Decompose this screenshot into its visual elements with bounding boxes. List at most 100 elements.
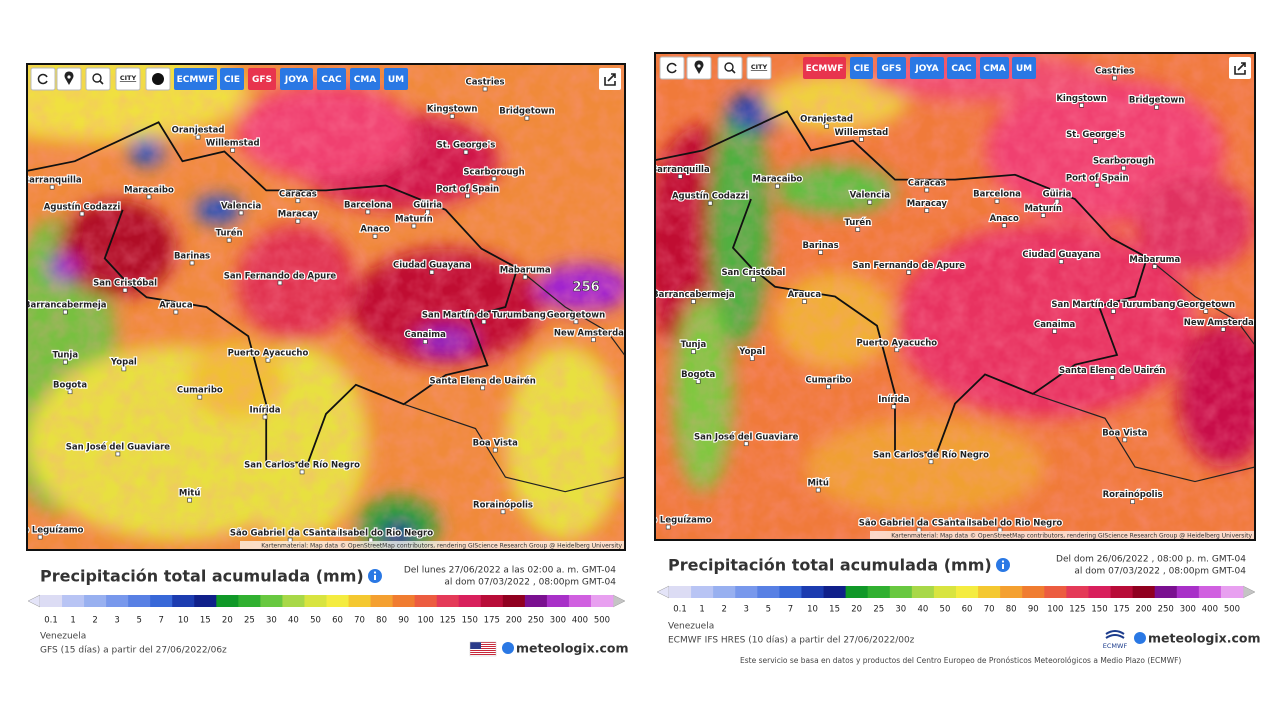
scale-swatch (458, 595, 482, 607)
city-label: Canaima (405, 330, 447, 340)
model-button-label[interactable]: CIE (853, 64, 869, 74)
city-marker (815, 487, 821, 493)
city-marker (429, 269, 435, 275)
city-marker (238, 210, 244, 216)
city-marker (411, 223, 417, 229)
model-button[interactable] (1012, 57, 1036, 79)
scale-label: 175 (1113, 605, 1129, 615)
model-button[interactable] (803, 57, 846, 79)
attribution: Kartenmaterial: Map data © OpenStreetMap… (261, 543, 622, 550)
tool-button[interactable] (85, 67, 111, 91)
attribution-bg (240, 541, 625, 550)
scale-swatch (1000, 586, 1023, 598)
model-button-label[interactable]: CAC (951, 64, 972, 74)
city-label: Santa Isabel do Rio Negro (309, 528, 434, 538)
model-button[interactable] (248, 68, 276, 90)
model-button[interactable] (980, 57, 1009, 79)
city-marker (425, 209, 430, 215)
city-label: Boa Vista (1102, 428, 1147, 438)
model-button-label[interactable]: GFS (252, 75, 272, 85)
model-run: GFS (15 días) a partir del 27/06/2022/06… (40, 646, 227, 656)
dot-toggle (152, 73, 164, 85)
region: Venezuela (40, 632, 86, 642)
model-button[interactable] (877, 57, 906, 79)
pin-hole (697, 64, 701, 68)
city-label: Inírida (249, 406, 280, 416)
brand-logo (1134, 632, 1146, 644)
city-label: Santa Elena de Uairén (1059, 365, 1165, 376)
model-button-label[interactable]: GFS (881, 64, 901, 74)
city-marker (1220, 327, 1226, 332)
info-glyph (374, 575, 376, 580)
scale-swatch (1132, 586, 1156, 598)
scale-swatch (779, 586, 802, 598)
model-button[interactable] (947, 57, 976, 79)
city-label: Santa Isabel do Rio Negro (938, 518, 1063, 528)
city-marker (372, 233, 378, 239)
model-button-label[interactable]: CMA (354, 75, 377, 85)
city-label: Valencia (850, 191, 891, 201)
city-label: Arauca (788, 290, 822, 300)
tool-button[interactable] (746, 56, 772, 80)
scale-arrow-left (27, 594, 41, 608)
scale-label: 90 (398, 616, 409, 626)
model-button[interactable] (220, 68, 244, 90)
scale-swatch (84, 595, 107, 607)
city-marker (1040, 213, 1046, 218)
model-button-label[interactable]: CIE (224, 75, 240, 85)
city-label: San Cristóbal (721, 267, 785, 278)
model-button-label[interactable]: UM (388, 75, 404, 85)
tool-button[interactable] (717, 56, 743, 80)
city-marker (891, 404, 897, 410)
scale-label: 200 (506, 616, 522, 626)
scale-swatch (106, 595, 129, 607)
city-label: Puerto Ayacucho (856, 338, 937, 348)
model-button-label[interactable]: UM (1016, 64, 1032, 74)
city-label: Port of Spain (436, 184, 499, 194)
city-label: St. George's (437, 141, 496, 151)
city-label: Puerto Ayacucho (228, 349, 309, 359)
flag-stripe (470, 644, 496, 645)
city-marker (422, 339, 428, 345)
model-button-label[interactable]: JOYA (914, 64, 938, 74)
city-marker (1203, 308, 1209, 314)
model-button[interactable] (317, 68, 346, 90)
city-label: Bogota (53, 380, 87, 390)
model-button[interactable] (384, 68, 408, 90)
scale-swatch (691, 586, 714, 598)
model-button[interactable] (280, 68, 313, 90)
city-marker (695, 379, 701, 384)
info-glyph (1002, 564, 1004, 569)
scale-label: 15 (200, 616, 211, 626)
scale-label: 5 (136, 616, 141, 626)
tool-button[interactable] (115, 67, 141, 91)
model-button-label[interactable]: JOYA (284, 75, 308, 85)
map-frame (654, 52, 1256, 541)
model-button-label[interactable]: ECMWF (177, 75, 215, 85)
scale-swatch (1044, 586, 1067, 598)
flag-canton (470, 642, 481, 649)
tool-button[interactable] (659, 56, 685, 80)
model-button[interactable] (350, 68, 380, 90)
city-label: Turén (216, 228, 243, 239)
city-marker (299, 469, 305, 475)
flag-stripe (470, 652, 496, 653)
zoom-icon (724, 62, 734, 72)
scale-label: 150 (1091, 605, 1107, 615)
tool-button[interactable] (30, 67, 56, 91)
model-button[interactable] (174, 68, 217, 90)
city-label: San Martín de Turumbang (422, 310, 546, 320)
city-label: Barranquilla (23, 176, 82, 186)
scale-swatch (150, 595, 173, 607)
zoom-handle (731, 69, 736, 74)
model-button-label[interactable]: CAC (321, 75, 342, 85)
share-icon (604, 73, 616, 86)
model-button-label[interactable]: ECMWF (806, 64, 844, 74)
scale-swatch (172, 595, 195, 607)
model-button[interactable] (910, 57, 944, 79)
model-button[interactable] (850, 57, 873, 79)
model-button-label[interactable]: CMA (983, 64, 1006, 74)
scale-swatch (392, 595, 416, 607)
city-marker (1112, 75, 1117, 81)
city-label: Tunja (681, 340, 707, 350)
